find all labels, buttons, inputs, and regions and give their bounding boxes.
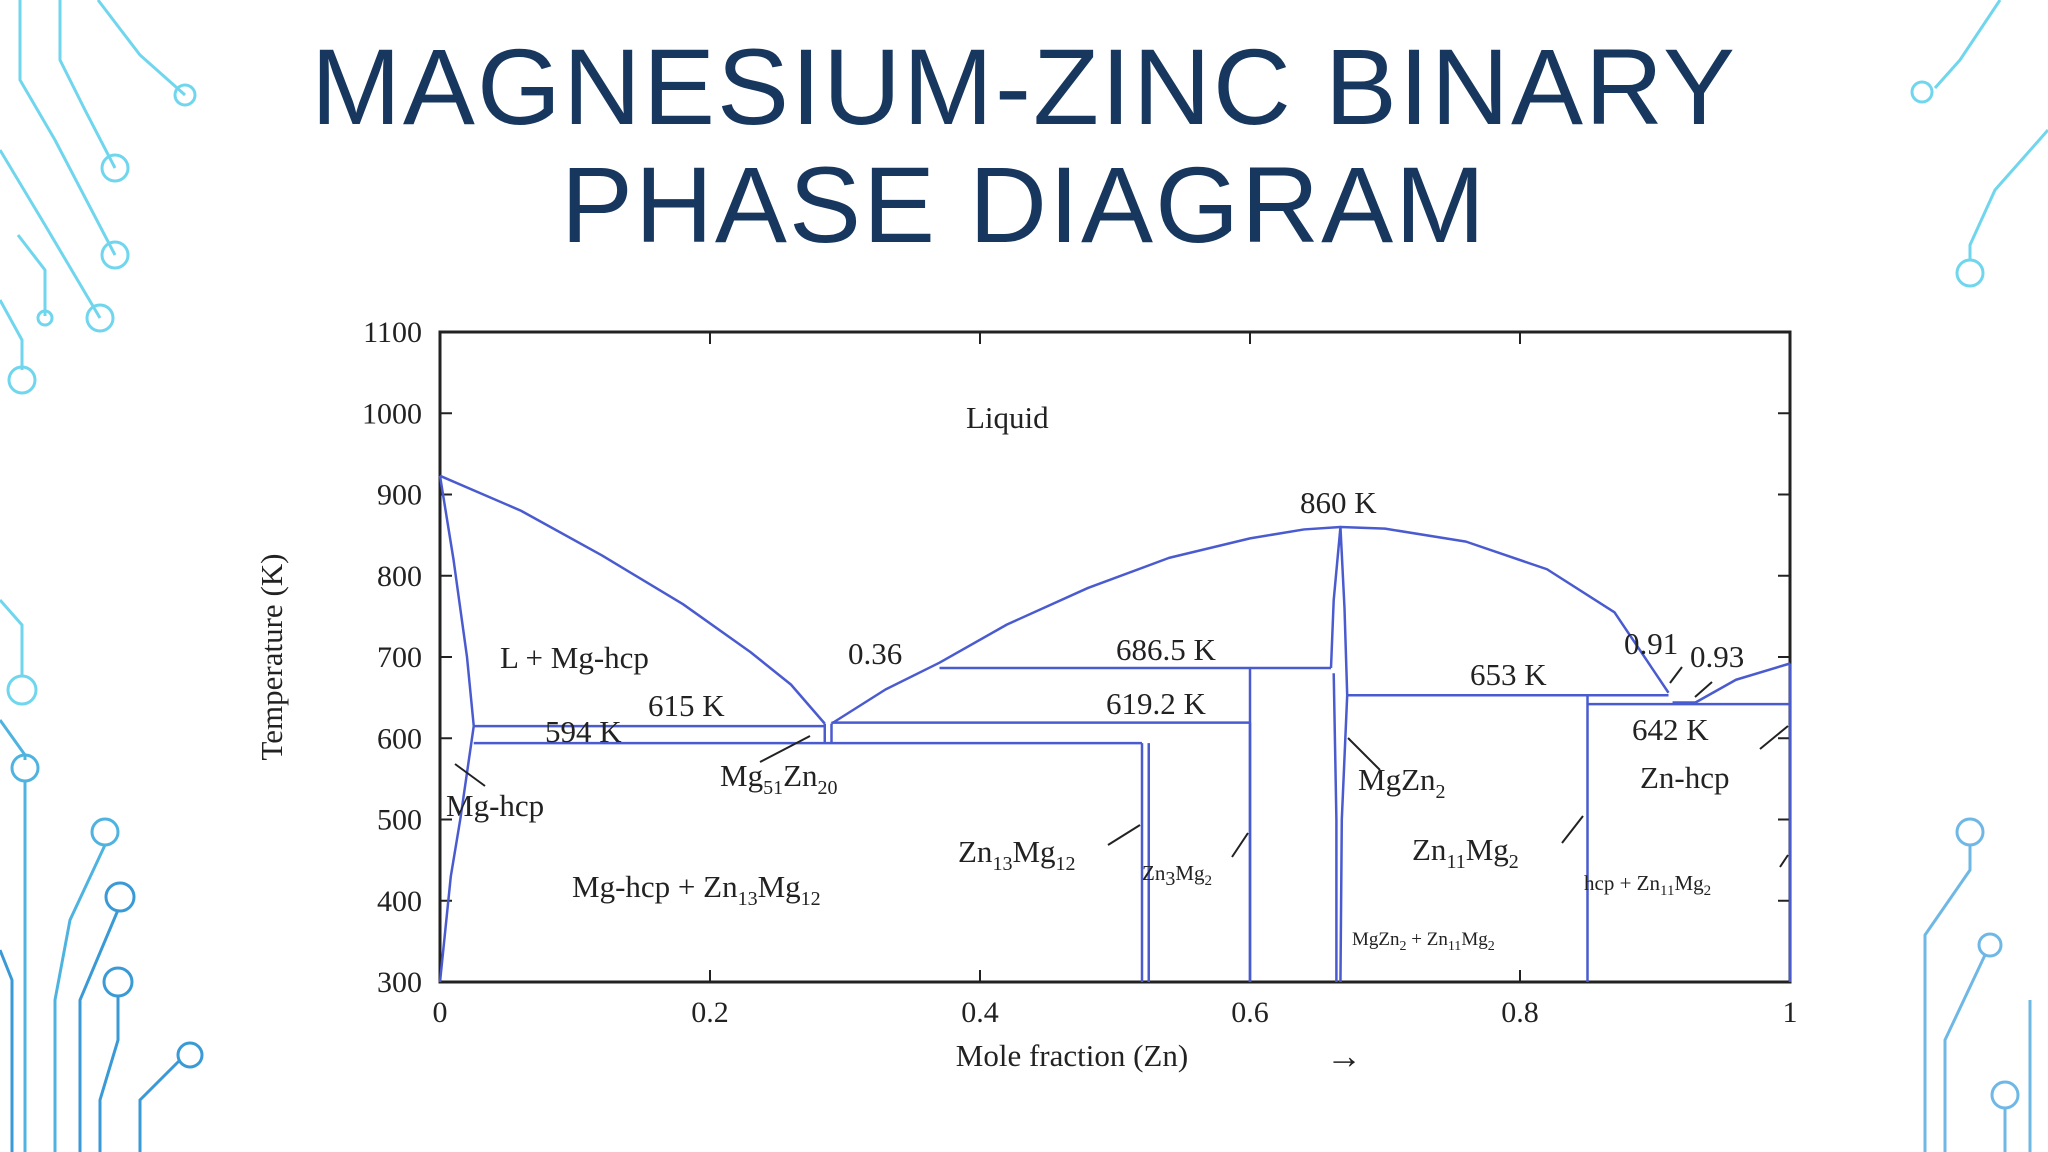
x-tick-label: 0.8 xyxy=(1501,996,1539,1029)
leader-line xyxy=(1779,854,1789,868)
x-axis-ticks: 0 0.2 0.4 0.6 0.8 1 xyxy=(433,332,1798,1029)
leader-lines xyxy=(454,666,1789,868)
circuit-line xyxy=(0,599,24,676)
annotation-615k: 615 K xyxy=(648,688,725,723)
phase-boundary-2 xyxy=(1694,662,1791,704)
slide-title-line-2: PHASE DIAGRAM xyxy=(560,144,1488,265)
circuit-node xyxy=(90,817,120,847)
circuit-line xyxy=(16,234,47,316)
circuit-line xyxy=(78,909,120,1152)
phase-boundary-1 xyxy=(830,525,1670,725)
phase-boundary-3 xyxy=(438,475,475,727)
annotation-6192k: 619.2 K xyxy=(1106,686,1207,721)
y-tick-label: 500 xyxy=(377,804,422,837)
circuit-line xyxy=(53,844,107,1152)
circuit-node xyxy=(1990,1080,2020,1110)
x-tick-label: 0.6 xyxy=(1231,996,1269,1029)
circuit-line xyxy=(1933,0,2002,89)
annotation-653k: 653 K xyxy=(1470,657,1547,692)
leader-line xyxy=(1347,737,1381,771)
circuit-node xyxy=(10,753,40,783)
circuit-line xyxy=(0,149,102,319)
circuit-node xyxy=(173,83,197,107)
phase-diagram-chart: 0 0.2 0.4 0.6 0.8 1 300 400 500 600 700 800 900 1000… xyxy=(254,316,1798,1076)
circuit-decoration-right xyxy=(1910,0,2048,1152)
circuit-line xyxy=(0,949,14,1152)
x-tick-label: 0.2 xyxy=(691,996,729,1029)
y-tick-label: 400 xyxy=(377,885,422,918)
x-axis-label: Mole fraction (Zn) xyxy=(956,1038,1188,1073)
y-tick-label: 1100 xyxy=(363,316,422,349)
circuit-node xyxy=(104,881,136,913)
leader-line xyxy=(1107,824,1141,846)
x-axis-arrow-icon: → xyxy=(1326,1036,1362,1076)
circuit-decoration-left xyxy=(0,0,204,1152)
plot-frame xyxy=(438,330,1792,984)
x-tick-label: 1 xyxy=(1783,996,1798,1029)
leader-line xyxy=(1694,681,1713,698)
annotation-093: 0.93 xyxy=(1690,639,1744,674)
circuit-line xyxy=(58,0,117,169)
circuit-line xyxy=(138,1058,182,1152)
y-tick-label: 700 xyxy=(377,641,422,674)
circuit-line xyxy=(1968,129,2048,260)
annotation-mgzn2: MgZn2 xyxy=(1358,762,1446,803)
annotation-zn11mg2: Zn11Mg2 xyxy=(1412,832,1519,873)
annotation-zn-hcp: Zn-hcp xyxy=(1640,760,1730,795)
circuit-line xyxy=(98,995,120,1152)
phase-boundary-18 xyxy=(1332,673,1338,982)
leader-line xyxy=(759,735,811,763)
annotation-l-mg-hcp: L + Mg-hcp xyxy=(500,640,649,675)
annotation-mg-hcp: Mg-hcp xyxy=(446,788,544,823)
circuit-node xyxy=(100,240,130,270)
y-tick-label: 1000 xyxy=(362,397,422,430)
circuit-node xyxy=(1977,932,2003,958)
annotation-594k: 594 K xyxy=(545,714,622,749)
annotation-mg-hcp-zn13mg12: Mg-hcp + Zn13Mg12 xyxy=(572,869,821,910)
circuit-node xyxy=(1910,80,1934,104)
annotation-642k: 642 K xyxy=(1632,712,1709,747)
circuit-node xyxy=(85,303,115,333)
annotation-mgzn2-zn11mg2: MgZn2 + Zn11Mg2 xyxy=(1352,929,1495,954)
annotation-036: 0.36 xyxy=(848,636,902,671)
annotation-091: 0.91 xyxy=(1624,626,1678,661)
circuit-node xyxy=(1955,258,1985,288)
circuit-node xyxy=(1955,817,1985,847)
circuit-line xyxy=(1923,845,1972,1152)
y-tick-label: 300 xyxy=(377,966,422,999)
leader-line xyxy=(1231,832,1249,858)
y-tick-label: 900 xyxy=(377,479,422,512)
circuit-node xyxy=(102,966,134,998)
y-tick-label: 600 xyxy=(377,722,422,755)
y-axis-ticks: 300 400 500 600 700 800 900 1000 1100 xyxy=(362,316,1790,999)
slide-title-line-1: MAGNESIUM-ZINC BINARY xyxy=(310,26,1738,147)
leader-line xyxy=(1759,725,1789,750)
circuit-line xyxy=(1943,954,1987,1152)
circuit-node xyxy=(100,153,130,183)
x-tick-label: 0.4 xyxy=(961,996,999,1029)
phase-boundary-17 xyxy=(1329,525,1349,983)
circuit-node xyxy=(6,674,38,706)
annotation-6865k: 686.5 K xyxy=(1116,632,1217,667)
x-tick-label: 0 xyxy=(433,996,448,1029)
annotation-860k: 860 K xyxy=(1300,485,1377,520)
leader-line xyxy=(1669,666,1683,684)
leader-line xyxy=(1561,815,1584,844)
phase-boundary-0 xyxy=(439,474,826,725)
circuit-line xyxy=(18,0,117,256)
circuit-node xyxy=(176,1041,204,1069)
circuit-line xyxy=(0,299,24,370)
leader-line xyxy=(454,763,486,787)
circuit-line xyxy=(96,0,186,97)
circuit-node xyxy=(36,309,54,327)
annotation-liquid: Liquid xyxy=(966,400,1049,435)
y-axis-label: Temperature (K) xyxy=(254,554,289,761)
y-tick-label: 800 xyxy=(377,560,422,593)
circuit-node xyxy=(7,365,37,395)
annotation-hcp-zn11mg2: hcp + Zn11Mg2 xyxy=(1584,871,1711,899)
